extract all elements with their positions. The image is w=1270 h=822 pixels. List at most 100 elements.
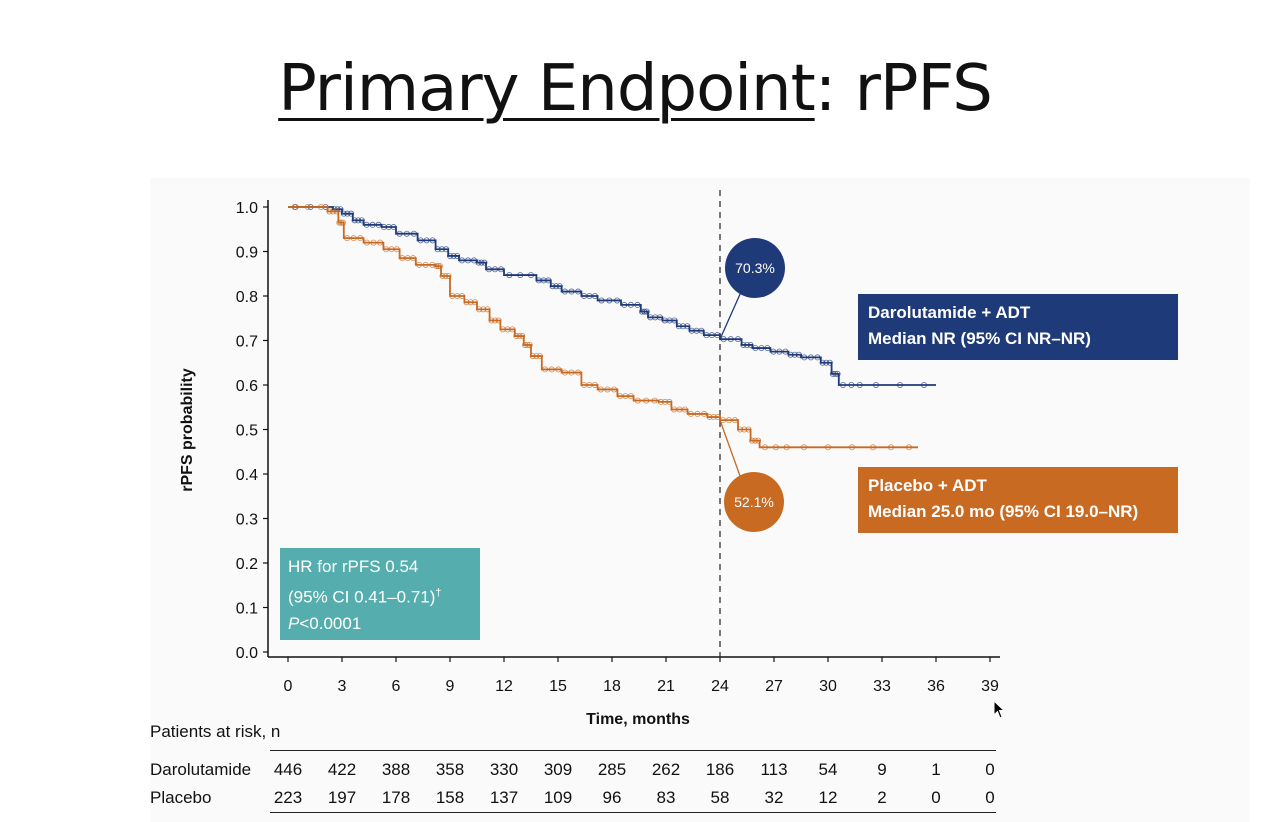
risk-table-top-rule [270,750,996,751]
censor-mark [735,336,742,343]
censor-mark [647,314,654,321]
censor-mark [339,219,346,226]
risk-cell: 178 [381,788,411,807]
censor-mark [720,336,727,343]
y-tick-label: 0.5 [236,423,258,440]
censor-mark [336,219,343,226]
censor-mark [575,369,582,376]
censor-mark [561,369,568,376]
x-tick-label: 39 [981,678,999,695]
censor-mark [714,414,721,421]
censor-mark [714,332,721,339]
censor-mark [553,283,560,290]
censor-mark [528,272,535,279]
legend-darolutamide-name: Darolutamide + ADT [868,303,1031,322]
censor-mark [643,397,650,404]
censor-mark [591,292,598,299]
censor-mark [826,359,833,366]
bubble-label-placebo: 52.1% [734,494,774,510]
censor-mark [740,341,747,348]
censor-mark [513,333,520,340]
censor-mark [662,398,669,405]
censor-mark [870,444,877,451]
censor-mark [442,272,449,279]
x-tick-label: 18 [603,678,621,695]
censor-mark [832,370,839,377]
censor-mark [526,341,533,348]
censor-mark [410,230,417,237]
censor-mark [422,261,429,268]
risk-cell: 9 [877,760,887,779]
risk-cell: 0 [985,760,995,779]
censor-mark [433,263,440,270]
y-tick-label: 0.9 [236,245,258,262]
y-tick-label: 1.0 [236,200,258,217]
risk-row-label-placebo: Placebo [150,788,212,807]
censor-mark [856,381,863,388]
censor-mark [897,381,904,388]
censor-mark [471,299,478,306]
risk-cell: 58 [710,788,730,807]
censor-mark [652,314,659,321]
censor-mark [747,341,754,348]
censor-mark [363,221,370,228]
risk-table-title: Patients at risk, n [150,722,281,741]
censor-mark [561,288,568,295]
censor-mark [484,306,491,313]
censor-mark [467,299,474,306]
censor-mark [770,348,777,355]
censor-mark [475,259,482,266]
x-tick-label: 33 [873,678,891,695]
censor-mark [762,444,769,451]
censor-mark [533,353,540,360]
censor-mark [688,327,695,334]
censor-mark [304,203,311,210]
curves [288,203,936,451]
censor-mark [807,354,814,361]
risk-cell: 0 [931,788,941,807]
censor-mark [351,217,358,224]
risk-cell: 109 [543,788,573,807]
censor-mark [350,235,357,242]
censor-mark [825,444,832,451]
censor-mark [429,237,436,244]
censor-mark [627,393,634,400]
risk-cell: 0 [985,788,995,807]
risk-table-bottom-rule [270,812,996,813]
censor-mark [661,317,668,324]
censor-mark [823,359,830,366]
censor-mark [516,333,523,340]
censor-mark [737,426,744,433]
censor-mark [687,410,694,417]
censor-mark [791,351,798,358]
censor-mark [873,381,880,388]
censor-mark [545,277,552,284]
risk-cell: 197 [327,788,357,807]
x-tick-label: 12 [495,678,513,695]
censor-mark [752,345,759,352]
censor-mark [446,252,453,259]
censor-mark [435,263,442,270]
y-tick-label: 0.2 [236,556,258,573]
risk-cell: 113 [760,760,788,779]
x-tick-label: 0 [284,678,293,695]
censor-mark [481,259,488,266]
y-tick-label: 0.7 [236,334,258,351]
risk-cell: 358 [435,760,465,779]
censor-mark [666,398,673,405]
mouse-pointer-icon [993,700,1006,719]
censor-mark [317,203,324,210]
censor-mark [416,261,423,268]
x-tick-label: 24 [711,678,729,695]
censor-mark [755,437,762,444]
censor-mark [643,308,650,315]
hr-line-1: HR for rPFS 0.54 [288,557,419,576]
censor-mark [497,266,504,273]
risk-cell: 137 [489,788,519,807]
x-tick-label: 21 [657,678,675,695]
censor-mark [344,235,351,242]
censor-mark [380,224,387,231]
censor-mark [548,366,555,373]
x-tick-label: 15 [549,678,567,695]
